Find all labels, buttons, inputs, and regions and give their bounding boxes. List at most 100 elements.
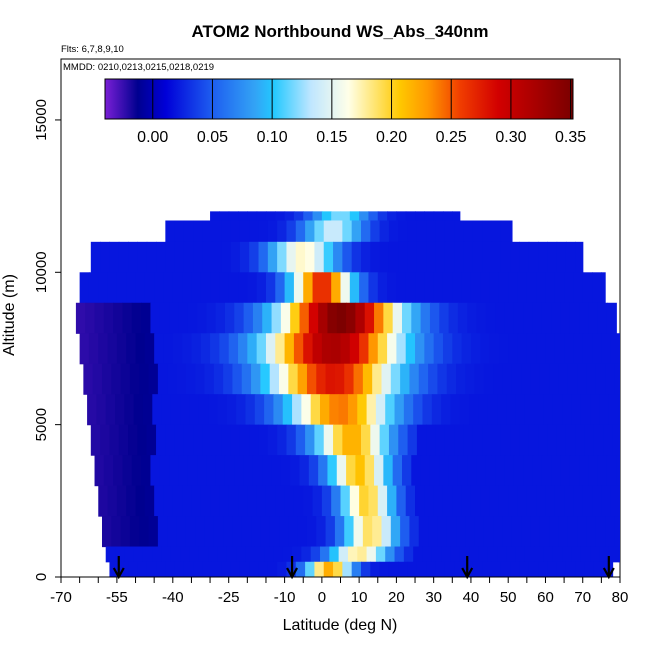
heatmap-cell bbox=[577, 363, 588, 395]
heatmap-cell bbox=[152, 394, 163, 426]
heatmap-cell bbox=[392, 455, 403, 487]
heatmap-cell bbox=[601, 272, 606, 304]
heatmap-cell bbox=[424, 211, 435, 222]
heatmap-cell bbox=[387, 211, 397, 222]
heatmap-cell bbox=[305, 241, 316, 273]
heatmap-cell bbox=[472, 241, 483, 273]
heatmap-cell bbox=[450, 546, 461, 563]
x-tick-label: -55 bbox=[106, 589, 128, 606]
heatmap-cell bbox=[234, 302, 245, 334]
heatmap-cell bbox=[579, 455, 589, 487]
heatmap-cell bbox=[118, 241, 129, 273]
x-tick-label: -40 bbox=[162, 589, 184, 606]
heatmap-cell bbox=[538, 561, 548, 577]
heatmap-cell bbox=[359, 485, 370, 517]
heatmap-cell bbox=[388, 424, 399, 456]
heatmap-cell bbox=[251, 363, 261, 395]
heatmap-cell bbox=[536, 272, 547, 304]
heatmap-cell bbox=[128, 424, 138, 456]
heatmap-cell bbox=[128, 561, 138, 577]
heatmap-cell bbox=[342, 561, 353, 577]
heatmap-cell bbox=[383, 302, 394, 334]
heatmap-cell bbox=[182, 333, 193, 365]
heatmap-cell bbox=[230, 561, 241, 577]
heatmap-cell bbox=[608, 394, 619, 426]
heatmap-cell bbox=[275, 272, 286, 304]
heatmap-cell bbox=[346, 455, 357, 487]
heatmap-cell bbox=[461, 272, 472, 304]
heatmap-cell bbox=[444, 220, 455, 243]
heatmap-cell bbox=[545, 272, 556, 304]
heatmap-cell bbox=[593, 424, 604, 456]
heatmap-cell bbox=[111, 516, 122, 548]
heatmap-cell bbox=[331, 272, 342, 304]
heatmap-cell bbox=[312, 272, 323, 304]
heatmap-cell bbox=[256, 333, 267, 365]
heatmap-cell bbox=[247, 485, 258, 517]
heatmap-cell bbox=[165, 424, 176, 456]
heatmap-cell bbox=[554, 333, 565, 365]
heatmap-cell bbox=[135, 485, 146, 517]
colorbar-tick-label: 0.00 bbox=[137, 129, 168, 146]
heatmap-cell bbox=[426, 241, 437, 273]
heatmap-cell bbox=[144, 333, 155, 365]
heatmap-cell bbox=[442, 272, 453, 304]
heatmap-cell bbox=[534, 394, 545, 426]
heatmap-cell bbox=[243, 455, 254, 487]
heatmap-cell bbox=[277, 561, 288, 577]
heatmap-cell bbox=[286, 220, 297, 243]
heatmap-cell bbox=[191, 333, 202, 365]
heatmap-cell bbox=[256, 211, 267, 222]
heatmap-cell bbox=[426, 220, 437, 243]
heatmap-cell bbox=[565, 241, 576, 273]
heatmap-cell bbox=[513, 455, 524, 487]
heatmap-cell bbox=[267, 561, 278, 577]
heatmap-cell bbox=[154, 485, 165, 517]
heatmap-cell bbox=[420, 302, 431, 334]
heatmap-cell bbox=[590, 546, 601, 563]
heatmap-cell bbox=[185, 516, 196, 548]
heatmap-cell bbox=[606, 455, 617, 487]
heatmap-cell bbox=[469, 546, 479, 563]
heatmap-cell bbox=[280, 302, 291, 334]
heatmap-cell bbox=[500, 561, 511, 577]
heatmap-cell bbox=[219, 485, 230, 517]
heatmap-cell bbox=[156, 561, 166, 577]
heatmap-cell bbox=[517, 272, 528, 304]
heatmap-cell bbox=[465, 363, 476, 395]
heatmap-cell bbox=[592, 272, 602, 304]
heatmap-cell bbox=[461, 485, 472, 517]
heatmap-cell bbox=[593, 561, 604, 577]
heatmap-cell bbox=[312, 211, 323, 222]
heatmap-cell bbox=[523, 455, 534, 487]
heatmap-cell bbox=[277, 241, 288, 273]
heatmap-cell bbox=[165, 561, 176, 577]
heatmap-cell bbox=[334, 363, 345, 395]
heatmap-cell bbox=[170, 546, 181, 563]
heatmap-cell bbox=[549, 516, 560, 548]
heatmap-cell bbox=[327, 302, 338, 334]
heatmap-cell bbox=[483, 363, 494, 395]
heatmap-cell bbox=[415, 485, 425, 517]
heatmap-cell bbox=[230, 220, 241, 243]
heatmap-cell bbox=[476, 302, 487, 334]
heatmap-cell bbox=[584, 424, 595, 456]
heatmap-cell bbox=[202, 561, 213, 577]
heatmap-cell bbox=[387, 333, 397, 365]
heatmap-cell bbox=[606, 302, 617, 334]
heatmap-cell bbox=[491, 424, 502, 456]
heatmap-cell bbox=[215, 455, 226, 487]
heatmap-cell bbox=[101, 516, 112, 548]
heatmap-cell bbox=[539, 516, 550, 548]
heatmap-cell bbox=[370, 241, 381, 273]
heatmap-cell bbox=[327, 455, 338, 487]
heatmap-cell bbox=[249, 424, 260, 456]
heatmap-cell bbox=[547, 561, 558, 577]
heatmap-cell bbox=[603, 424, 614, 456]
heatmap-cell bbox=[442, 333, 453, 365]
heatmap-cell bbox=[508, 485, 519, 517]
heatmap-cell bbox=[470, 485, 481, 517]
heatmap-cell bbox=[273, 546, 284, 563]
heatmap-cell bbox=[580, 394, 591, 426]
heatmap-cell bbox=[267, 241, 278, 273]
